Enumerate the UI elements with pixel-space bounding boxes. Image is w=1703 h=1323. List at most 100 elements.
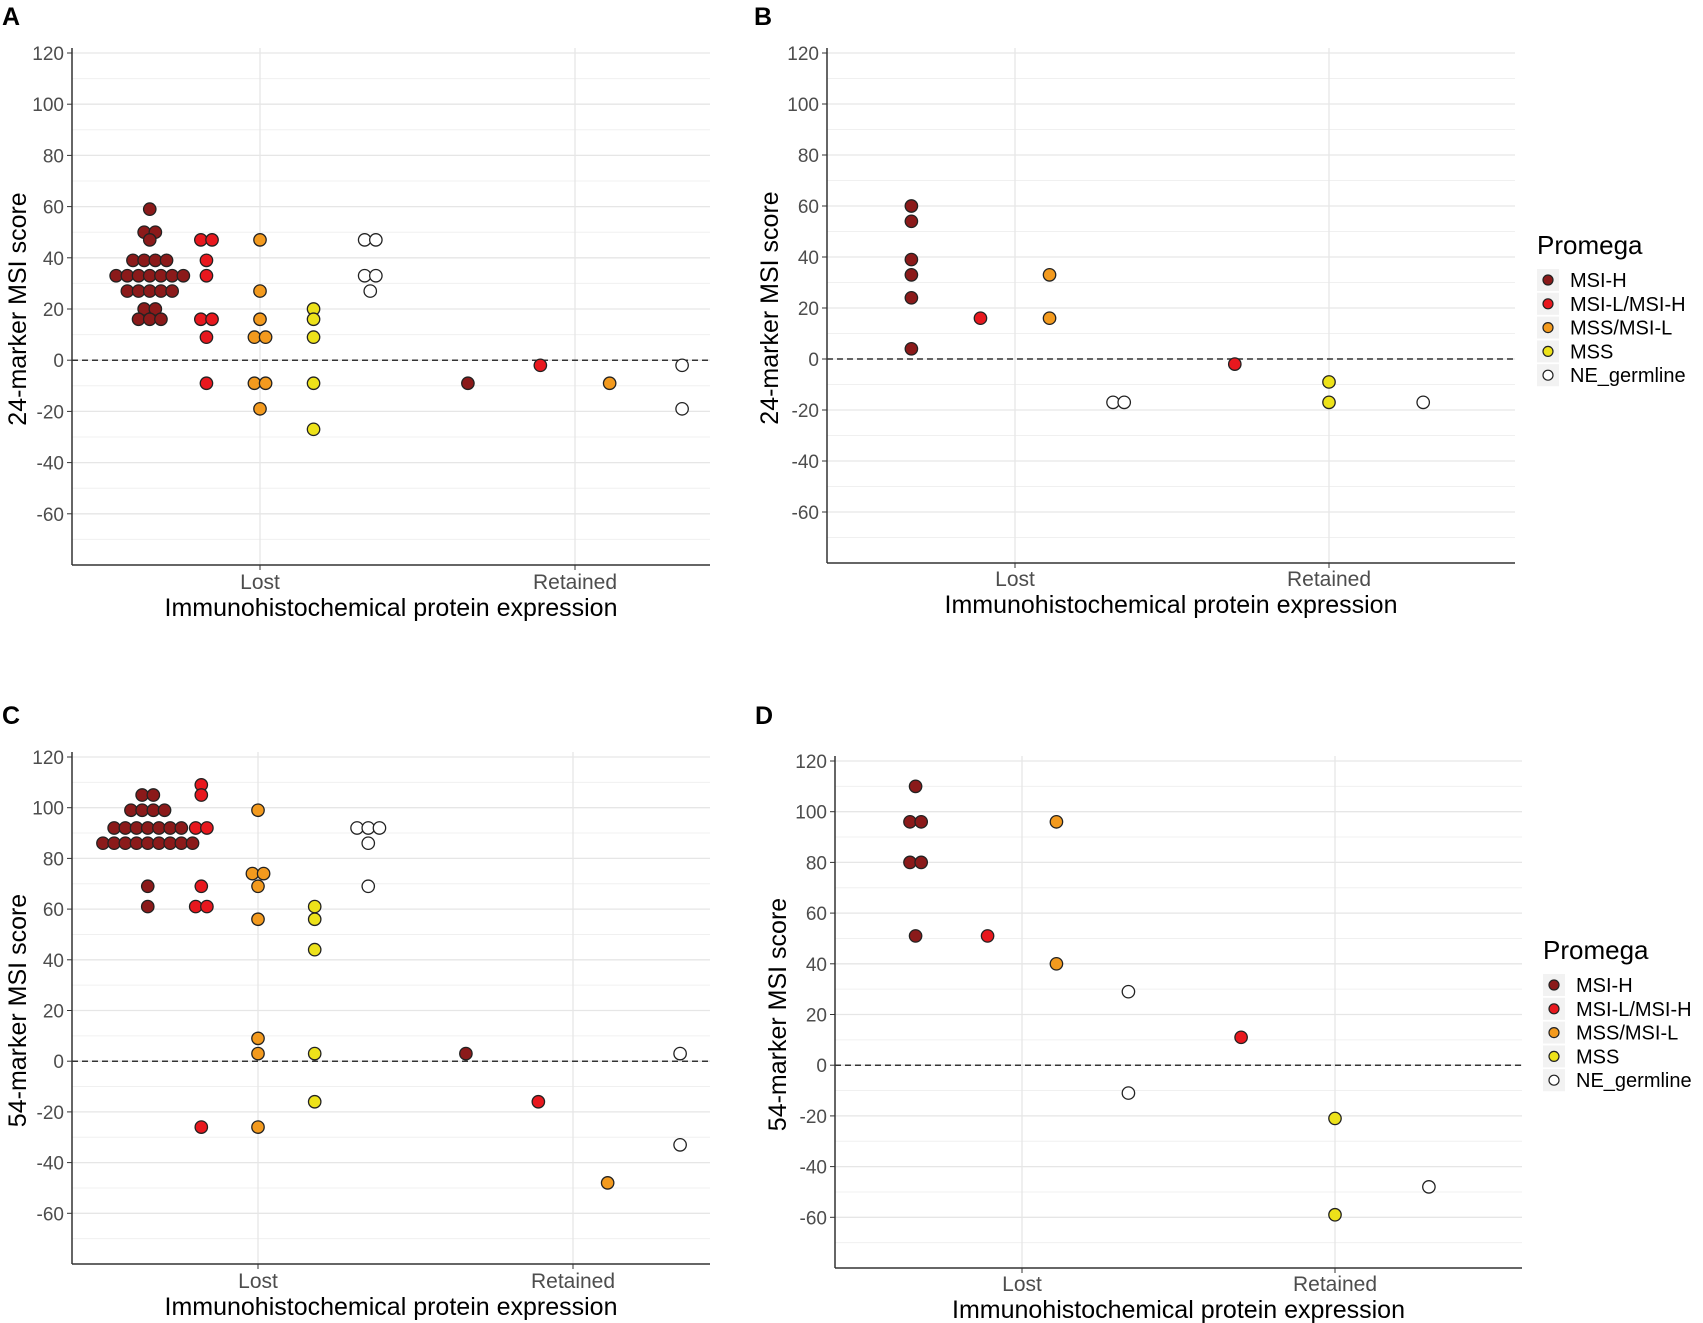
y-axis-title: 54-marker MSI score: [4, 894, 32, 1127]
data-point: [185, 836, 200, 851]
data-point: [908, 779, 923, 794]
data-point: [307, 912, 322, 927]
y-tick-label: -20: [792, 401, 819, 422]
data-point: [247, 330, 262, 345]
data-point: [251, 1046, 265, 1061]
panel-b: -60 -40 -20 0 20 40 60 80 100 120 Lost Retained B 24-…: [754, 3, 1515, 619]
y-tick-label: 100: [32, 799, 64, 820]
data-point: [357, 268, 372, 283]
data-point: [131, 312, 146, 327]
data-point: [1227, 357, 1242, 371]
y-tick-label: 0: [53, 351, 64, 372]
data-point: [904, 199, 919, 213]
y-tick-label: 60: [43, 900, 64, 921]
data-point: [152, 821, 166, 835]
data-point: [1322, 375, 1336, 389]
data-point: [163, 836, 177, 851]
legend-key: [1548, 1026, 1560, 1039]
legend-title: Promega: [1543, 935, 1649, 965]
data-point: [251, 912, 265, 927]
data-point: [142, 233, 157, 247]
data-point: [124, 803, 138, 818]
y-tick-label: -40: [37, 1154, 64, 1175]
panel-letter: A: [2, 3, 20, 31]
y-tick-label: -20: [800, 1107, 827, 1128]
data-point: [142, 268, 157, 283]
data-point: [188, 899, 203, 914]
y-tick-label: 60: [798, 197, 819, 218]
data-point: [350, 821, 364, 835]
data-point: [135, 803, 149, 818]
data-point: [531, 1094, 546, 1109]
data-point: [165, 284, 179, 298]
data-point: [200, 899, 214, 914]
panel-letter: C: [2, 702, 20, 730]
legend-label: MSI-L/MSI-H: [1576, 999, 1692, 1021]
data-point: [673, 1046, 687, 1061]
data-point: [914, 855, 929, 870]
data-point: [131, 268, 146, 283]
y-tick-label: 80: [806, 853, 827, 874]
legend-key: [1548, 1003, 1560, 1015]
data-point: [253, 233, 267, 247]
legend-key: [1548, 979, 1560, 991]
y-tick-label: 40: [806, 955, 827, 976]
data-point: [307, 942, 322, 957]
data-point: [199, 330, 214, 345]
y-tick-label: -60: [37, 1204, 64, 1225]
y-tick-label: 100: [787, 95, 819, 116]
data-point: [109, 268, 124, 283]
y-tick-label: -20: [37, 1103, 64, 1124]
data-point: [135, 788, 149, 802]
x-category-label: Retained: [1287, 568, 1371, 591]
data-point: [188, 821, 203, 835]
x-axis-title: Immunohistochemical protein expression: [165, 1293, 618, 1321]
y-tick-label: 40: [798, 248, 819, 269]
data-point: [253, 312, 267, 327]
data-point: [361, 879, 376, 894]
x-category-label: Lost: [240, 571, 280, 594]
x-category-label: Lost: [1002, 1273, 1042, 1296]
y-tick-label: 40: [43, 951, 64, 972]
data-point: [461, 376, 475, 391]
data-point: [176, 268, 191, 283]
data-point: [174, 821, 189, 835]
data-point: [1121, 984, 1136, 999]
data-point: [129, 821, 144, 835]
data-point: [357, 233, 372, 247]
data-point: [247, 376, 262, 391]
y-tick-label: 0: [808, 350, 819, 371]
data-point: [194, 233, 208, 247]
data-point: [142, 284, 157, 298]
panel-d: -60 -40 -20 0 20 40 60 80 100 120 Lost Retained D 54-…: [755, 702, 1522, 1323]
y-tick-label: -60: [792, 503, 819, 524]
y-tick-label: -40: [792, 452, 819, 473]
data-point: [199, 268, 214, 283]
x-category-label: Retained: [1293, 1273, 1377, 1296]
data-point: [140, 821, 155, 835]
data-point: [142, 202, 157, 217]
data-point: [126, 253, 140, 268]
data-point: [205, 312, 219, 327]
data-point: [140, 899, 155, 914]
data-point: [251, 803, 265, 818]
data-point: [120, 284, 135, 298]
data-point: [914, 814, 929, 829]
y-tick-label: 0: [53, 1052, 64, 1073]
data-point: [120, 268, 135, 283]
data-point: [904, 267, 919, 282]
y-tick-label: 40: [43, 249, 64, 270]
data-point: [165, 268, 179, 283]
data-point: [306, 376, 321, 391]
data-point: [163, 821, 177, 835]
legend-key: [1542, 369, 1554, 381]
data-point: [154, 312, 168, 327]
data-point: [137, 253, 151, 268]
y-tick-label: 0: [816, 1056, 827, 1077]
legend: Promega MSI-HMSI-L/MSI-HMSS/MSI-LMSSNE_ge…: [1543, 935, 1692, 1092]
panel-letter: B: [754, 3, 772, 31]
data-point: [903, 855, 917, 870]
data-point: [258, 330, 273, 345]
legend-label: MSI-L/MSI-H: [1570, 294, 1686, 316]
